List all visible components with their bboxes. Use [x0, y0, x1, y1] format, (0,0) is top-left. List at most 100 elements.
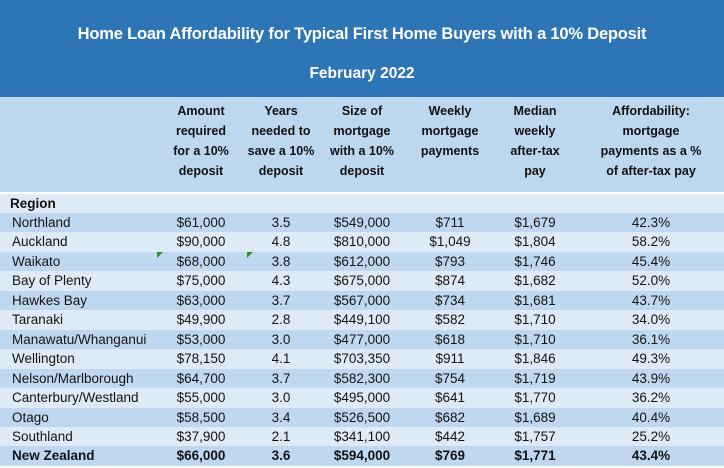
table-row: Nelson/Marlborough $64,700 3.7 $582,300 …: [0, 368, 724, 389]
years-cell: 3.7: [246, 290, 316, 311]
median-cell: $1,710: [492, 329, 578, 350]
years-cell: 3.0: [246, 329, 316, 350]
affordability-cell: 36.1%: [578, 329, 724, 350]
size-cell: $594,000: [316, 446, 408, 466]
page-title: Home Loan Affordability for Typical Firs…: [77, 25, 647, 43]
weekly-cell: $641: [408, 388, 492, 408]
years-cell: 2.1: [246, 426, 316, 447]
median-cell: $1,804: [492, 232, 578, 252]
table-row-total: New Zealand $66,000 3.6 $594,000 $769 $1…: [0, 446, 724, 466]
years-cell: 3.8: [246, 251, 316, 272]
size-cell: $477,000: [316, 329, 408, 350]
region-label-row: Region: [0, 192, 724, 213]
affordability-cell: 52.0%: [578, 271, 724, 291]
region-name: Northland: [0, 213, 156, 233]
affordability-cell: 42.3%: [578, 213, 724, 233]
weekly-cell: $874: [408, 271, 492, 291]
weekly-cell: $1,049: [408, 232, 492, 252]
table-row: Manawatu/Whanganui $53,000 3.0 $477,000 …: [0, 329, 724, 350]
region-name: Southland: [0, 426, 156, 447]
affordability-cell: 25.2%: [578, 426, 724, 447]
region-name: Nelson/Marlborough: [0, 368, 156, 389]
amount-cell: $90,000: [156, 232, 246, 252]
size-cell: $567,000: [316, 290, 408, 311]
amount-cell: $66,000: [156, 446, 246, 466]
median-cell: $1,679: [492, 213, 578, 233]
weekly-cell: $769: [408, 446, 492, 466]
region-name: Manawatu/Whanganui: [0, 329, 156, 350]
median-cell: $1,771: [492, 446, 578, 466]
years-cell: 3.5: [246, 213, 316, 233]
region-name: Otago: [0, 407, 156, 427]
table-row: Waikato $68,000 3.8 $612,000 $793 $1,746…: [0, 251, 724, 272]
size-cell: $549,000: [316, 213, 408, 233]
column-header-weekly: Weekly mortgage payments: [408, 97, 492, 193]
amount-cell: $49,900: [156, 310, 246, 330]
affordability-cell: 36.2%: [578, 388, 724, 408]
amount-cell: $53,000: [156, 329, 246, 350]
years-cell: 4.1: [246, 349, 316, 369]
size-cell: $703,350: [316, 349, 408, 369]
years-cell: 2.8: [246, 310, 316, 330]
years-value: 3.8: [271, 253, 291, 269]
affordability-cell: 45.4%: [578, 251, 724, 272]
amount-value: $68,000: [176, 253, 226, 269]
column-header-size: Size of mortgage with a 10% deposit: [316, 97, 408, 193]
size-cell: $526,500: [316, 407, 408, 427]
size-cell: $449,100: [316, 310, 408, 330]
region-name: Canterbury/Westland: [0, 388, 156, 408]
region-name: New Zealand: [0, 446, 156, 466]
table-row: Canterbury/Westland $55,000 3.0 $495,000…: [0, 388, 724, 408]
weekly-cell: $442: [408, 426, 492, 447]
affordability-table: Amount required for a 10% deposit Years …: [0, 97, 724, 466]
affordability-cell: 43.4%: [578, 446, 724, 466]
excel-error-indicator-icon: [247, 251, 253, 258]
column-header-amount: Amount required for a 10% deposit: [156, 97, 246, 193]
size-cell: $612,000: [316, 251, 408, 272]
region-name: Wellington: [0, 349, 156, 369]
years-cell: 3.7: [246, 368, 316, 389]
affordability-cell: 49.3%: [578, 349, 724, 369]
weekly-cell: $754: [408, 368, 492, 389]
median-cell: $1,719: [492, 368, 578, 389]
column-header-years: Years needed to save a 10% deposit: [246, 97, 316, 193]
column-header-median: Median weekly after-tax pay: [492, 97, 578, 193]
median-cell: $1,846: [492, 349, 578, 369]
amount-cell: $63,000: [156, 290, 246, 311]
median-cell: $1,681: [492, 290, 578, 311]
years-cell: 3.4: [246, 407, 316, 427]
affordability-cell: 40.4%: [578, 407, 724, 427]
amount-cell: $58,500: [156, 407, 246, 427]
column-header-row: Amount required for a 10% deposit Years …: [0, 97, 724, 193]
size-cell: $675,000: [316, 271, 408, 291]
table-row: Bay of Plenty $75,000 4.3 $675,000 $874 …: [0, 271, 724, 291]
weekly-cell: $682: [408, 407, 492, 427]
years-cell: 3.6: [246, 446, 316, 466]
amount-cell: $64,700: [156, 368, 246, 389]
amount-cell: $75,000: [156, 271, 246, 291]
weekly-cell: $582: [408, 310, 492, 330]
excel-error-indicator-icon: [157, 251, 163, 258]
median-cell: $1,770: [492, 388, 578, 408]
page-subtitle: February 2022: [309, 64, 415, 82]
size-cell: $495,000: [316, 388, 408, 408]
region-name: Bay of Plenty: [0, 271, 156, 291]
years-cell: 4.3: [246, 271, 316, 291]
weekly-cell: $734: [408, 290, 492, 311]
amount-cell: $61,000: [156, 213, 246, 233]
title-banner: Home Loan Affordability for Typical Firs…: [0, 0, 724, 97]
size-cell: $810,000: [316, 232, 408, 252]
region-label: Region: [0, 192, 156, 213]
amount-cell: $37,900: [156, 426, 246, 447]
column-header-affordability: Affordability: mortgage payments as a % …: [578, 97, 724, 193]
region-name: Taranaki: [0, 310, 156, 330]
weekly-cell: $793: [408, 251, 492, 272]
region-name: Auckland: [0, 232, 156, 252]
years-cell: 3.0: [246, 388, 316, 408]
years-cell: 4.8: [246, 232, 316, 252]
median-cell: $1,710: [492, 310, 578, 330]
table-row: Wellington $78,150 4.1 $703,350 $911 $1,…: [0, 349, 724, 369]
table-row: Hawkes Bay $63,000 3.7 $567,000 $734 $1,…: [0, 290, 724, 311]
weekly-cell: $911: [408, 349, 492, 369]
